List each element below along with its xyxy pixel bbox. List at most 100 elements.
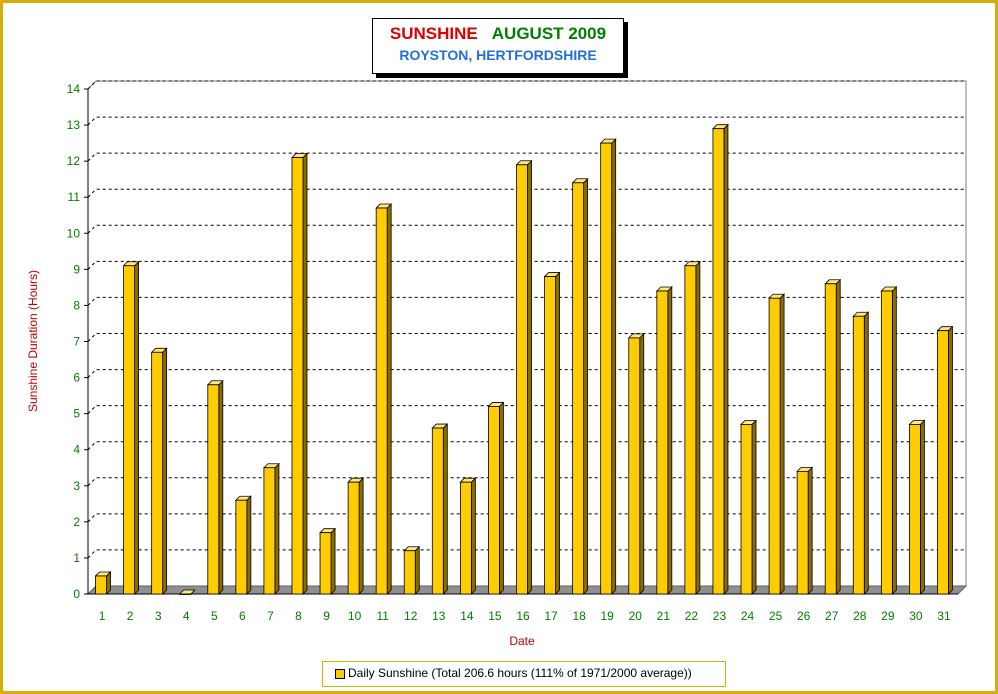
legend-swatch (335, 669, 345, 679)
y-tick-label: 2 (73, 515, 80, 529)
x-tick-label: 27 (825, 609, 839, 623)
bar (544, 276, 556, 595)
chart-title-month: AUGUST 2009 (491, 24, 607, 43)
y-tick-label: 1 (73, 551, 80, 565)
bar-side (723, 123, 729, 595)
bar (909, 424, 921, 595)
x-tick-label: 6 (239, 609, 246, 623)
x-axis-label: Date (509, 634, 535, 648)
bar (684, 265, 697, 595)
x-tick-label: 18 (572, 609, 586, 623)
bar (403, 550, 416, 595)
x-tick-label: 23 (713, 609, 727, 623)
bar (796, 470, 809, 595)
y-tick-label: 11 (68, 190, 81, 204)
x-tick-label: 21 (657, 609, 671, 623)
bar-side (414, 545, 420, 595)
x-tick-label: 31 (937, 609, 951, 623)
y-axis-label: Sunshine Duration (Hours) (26, 270, 40, 412)
x-tick-label: 26 (797, 609, 811, 623)
bar-side (779, 293, 785, 595)
legend: Daily Sunshine (Total 206.6 hours (111% … (322, 661, 726, 687)
y-tick-label: 7 (73, 335, 80, 349)
x-tick-label: 14 (460, 609, 474, 623)
bar (151, 351, 164, 595)
bar-side (611, 138, 617, 595)
chart-title-box: SUNSHINE AUGUST 2009 ROYSTON, HERTFORDSHI… (372, 18, 624, 74)
x-tick-label: 2 (127, 609, 134, 623)
chart-title-sunshine: SUNSHINE (389, 24, 478, 43)
bar-side (863, 311, 869, 595)
bar (179, 593, 192, 595)
x-tick-label: 4 (183, 609, 190, 623)
legend-label: Daily Sunshine (Total 206.6 hours (111% … (348, 666, 692, 680)
bar-side (246, 495, 252, 595)
x-tick-label: 9 (323, 609, 330, 623)
x-tick-label: 5 (211, 609, 218, 623)
bar (656, 290, 669, 595)
bar-side (386, 203, 392, 595)
y-tick-label: 4 (73, 443, 80, 457)
y-tick-label: 5 (73, 407, 80, 421)
bar-side (639, 332, 645, 595)
bar-side (218, 379, 224, 595)
bar-side (835, 278, 841, 595)
bar-side (751, 419, 757, 595)
x-tick-label: 8 (295, 609, 302, 623)
y-tick-label: 13 (67, 118, 81, 132)
bar (263, 467, 276, 595)
y-tick-label: 12 (67, 154, 81, 168)
bar-side (162, 347, 168, 595)
bar (459, 481, 472, 595)
x-tick-label: 16 (516, 609, 530, 623)
x-tick-label: 24 (741, 609, 755, 623)
bar-side (891, 286, 897, 595)
x-tick-label: 20 (629, 609, 643, 623)
bar (375, 207, 388, 595)
bar-side (948, 325, 953, 595)
x-tick-label: 19 (601, 609, 615, 623)
bar-side (470, 477, 476, 595)
x-tick-label: 11 (376, 609, 389, 623)
bar-side (920, 419, 925, 595)
bar (572, 182, 585, 595)
bar-side (302, 152, 308, 595)
bar-side (442, 423, 448, 595)
bar (235, 499, 248, 595)
bar-side (807, 466, 813, 595)
x-tick-label: 7 (267, 609, 274, 623)
bar (712, 128, 725, 595)
bar (824, 283, 837, 595)
bar (516, 164, 528, 595)
y-tick-label: 10 (67, 226, 81, 240)
y-tick-label: 0 (73, 587, 80, 601)
bar (852, 315, 865, 595)
x-tick-label: 1 (99, 609, 106, 623)
x-tick-label: 10 (348, 609, 362, 623)
x-tick-label: 22 (685, 609, 699, 623)
x-tick-label: 25 (769, 609, 783, 623)
bar (431, 427, 444, 595)
bar (600, 142, 613, 595)
bar (880, 290, 893, 595)
bar-side (358, 477, 364, 595)
bar (319, 532, 332, 595)
chart-title: SUNSHINE AUGUST 2009 (373, 24, 623, 44)
x-tick-label: 12 (404, 609, 418, 623)
chart-subtitle: ROYSTON, HERTFORDSHIRE (399, 47, 597, 63)
bar (937, 330, 949, 595)
bar-side (695, 260, 701, 595)
y-tick-label: 3 (73, 479, 80, 493)
x-tick-label: 29 (881, 609, 895, 623)
bar-side (527, 159, 532, 595)
x-tick-label: 15 (488, 609, 502, 623)
bar (488, 406, 500, 595)
bar (95, 575, 107, 595)
bar-side (274, 462, 280, 595)
y-tick-label: 9 (73, 262, 80, 276)
bar (291, 157, 304, 595)
y-tick-label: 6 (73, 371, 80, 385)
bar (347, 481, 360, 595)
bar-side (499, 401, 504, 595)
